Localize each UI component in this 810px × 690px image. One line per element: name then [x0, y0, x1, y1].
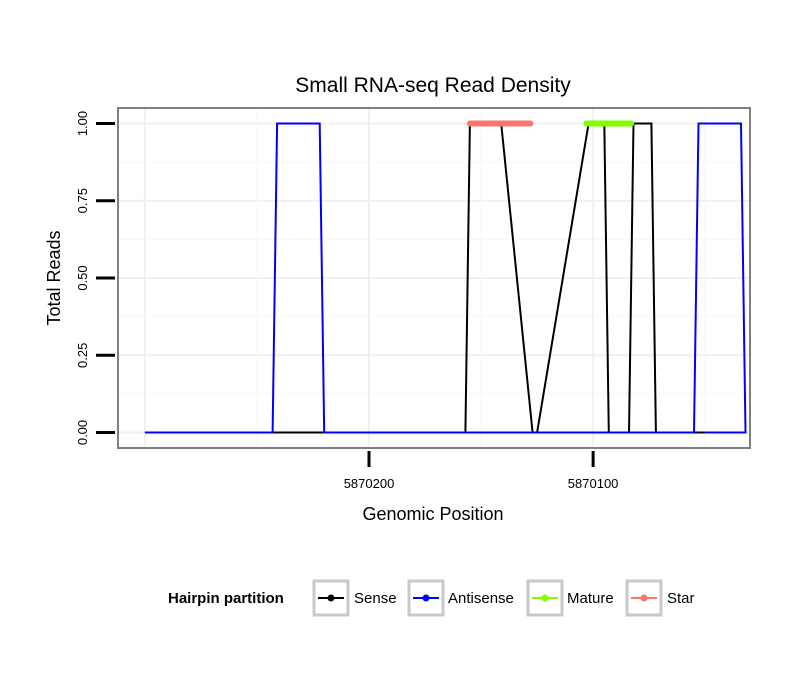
legend-key-dot: [327, 594, 335, 602]
y-tick-label: 0.75: [75, 188, 90, 213]
y-axis-title: Total Reads: [44, 230, 64, 325]
legend: Hairpin partition Sense Antisense Mature St…: [168, 579, 695, 617]
legend-label: Antisense: [448, 590, 514, 607]
y-tick-label: 1.00: [75, 111, 90, 136]
y-tick-label: 0.00: [75, 420, 90, 445]
legend-key-dot: [640, 594, 648, 602]
chart-title: Small RNA-seq Read Density: [295, 74, 571, 97]
x-axis: 5870200 5870100: [344, 451, 619, 491]
legend-title: Hairpin partition: [168, 590, 284, 607]
legend-label: Sense: [354, 590, 397, 607]
legend-key-dot: [422, 594, 430, 602]
series-line-antisense: [144, 122, 747, 434]
legend-label: Star: [667, 590, 695, 607]
legend-item-antisense: Antisense: [407, 579, 514, 617]
y-axis: 0.00 0.25 0.50 0.75 1.00: [75, 111, 115, 445]
legend-label: Mature: [567, 590, 614, 607]
grid: [119, 109, 749, 447]
legend-item-sense: Sense: [312, 579, 397, 617]
series-layer: [144, 120, 747, 434]
legend-item-star: Star: [625, 579, 695, 617]
x-tick-label: 5870100: [568, 476, 619, 491]
y-tick-label: 0.50: [75, 265, 90, 290]
x-tick-label: 5870200: [344, 476, 395, 491]
legend-item-mature: Mature: [526, 579, 614, 617]
plot-panel: [117, 107, 751, 449]
x-axis-title: Genomic Position: [362, 504, 503, 524]
legend-key-dot: [541, 594, 549, 602]
plot-border: [117, 107, 751, 449]
y-tick-label: 0.25: [75, 343, 90, 368]
